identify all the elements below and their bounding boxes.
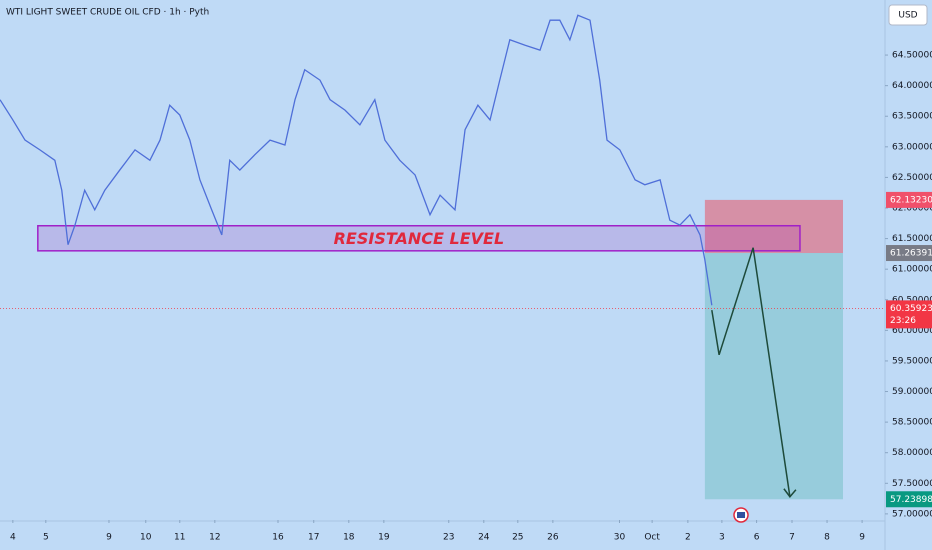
x-tick-label: 3 [719, 533, 725, 543]
target-label-bg [886, 491, 932, 508]
x-tick-label: 24 [478, 533, 490, 543]
x-tick-label: 19 [378, 533, 390, 543]
x-tick-label: 9 [106, 533, 112, 543]
y-tick-label: 60.00000 [892, 326, 932, 336]
x-tick-label: 12 [209, 533, 220, 543]
x-tick-label: 4 [10, 533, 16, 543]
target-zone [704, 253, 844, 500]
currency[interactable]: USD [898, 11, 917, 21]
current-price-bg [886, 300, 932, 329]
stop-label: 62.13230 [890, 195, 932, 205]
y-tick-label: 64.00000 [892, 81, 932, 91]
countdown: 23:26 [890, 316, 916, 326]
current-price-label: 60.35923 [890, 304, 932, 314]
y-tick-label: 63.50000 [892, 112, 932, 122]
x-tick-label: 17 [308, 533, 319, 543]
resistance-zone [37, 224, 801, 252]
x-tick-label: 26 [547, 533, 559, 543]
x-tick-label: 16 [272, 533, 284, 543]
y-tick-label: 61.00000 [892, 265, 932, 275]
x-tick-label: 6 [754, 533, 760, 543]
y-tick-label: 58.50000 [892, 418, 932, 428]
x-tick-label: 11 [174, 533, 185, 543]
x-tick-label: 30 [614, 533, 626, 543]
y-tick-label: 57.00000 [892, 509, 932, 519]
x-tick-label: 25 [512, 533, 523, 543]
y-tick-label: 59.00000 [892, 387, 932, 397]
entry-label-bg [886, 245, 932, 262]
chart-title: WTI LIGHT SWEET CRUDE OIL CFD · 1h · Pyt… [6, 8, 209, 18]
y-tick-label: 58.00000 [892, 448, 932, 458]
y-tick-label: 61.50000 [892, 234, 932, 244]
y-tick-label: 62.50000 [892, 173, 932, 183]
x-tick-label: Oct [644, 533, 660, 543]
x-tick-label: 7 [789, 533, 795, 543]
y-tick-label: 57.50000 [892, 479, 932, 489]
x-tick-label: 5 [43, 533, 49, 543]
x-tick-label: 10 [140, 533, 152, 543]
x-tick-label: 23 [443, 533, 454, 543]
y-tick-label: 64.50000 [892, 51, 932, 61]
x-tick-label: 9 [859, 533, 865, 543]
currency-button[interactable] [888, 4, 928, 26]
x-tick-label: 8 [824, 533, 830, 543]
price-line [0, 14, 713, 306]
y-tick-label: 59.50000 [892, 356, 932, 366]
x-tick-label: 2 [685, 533, 691, 543]
target-label: 57.23898 [890, 495, 932, 505]
y-tick-label: 63.00000 [892, 142, 932, 152]
x-tick-label: 18 [343, 533, 355, 543]
y-tick-label: 60.50000 [892, 295, 932, 305]
stop-label-bg [886, 191, 932, 208]
entry-label: 61.26391 [890, 249, 932, 259]
projection-arrowhead [783, 488, 797, 498]
projection-path [711, 247, 791, 497]
event-icon-flag [737, 512, 745, 518]
y-tick-label: 62.00000 [892, 204, 932, 214]
resistance-label: RESISTANCE LEVEL [334, 229, 505, 248]
